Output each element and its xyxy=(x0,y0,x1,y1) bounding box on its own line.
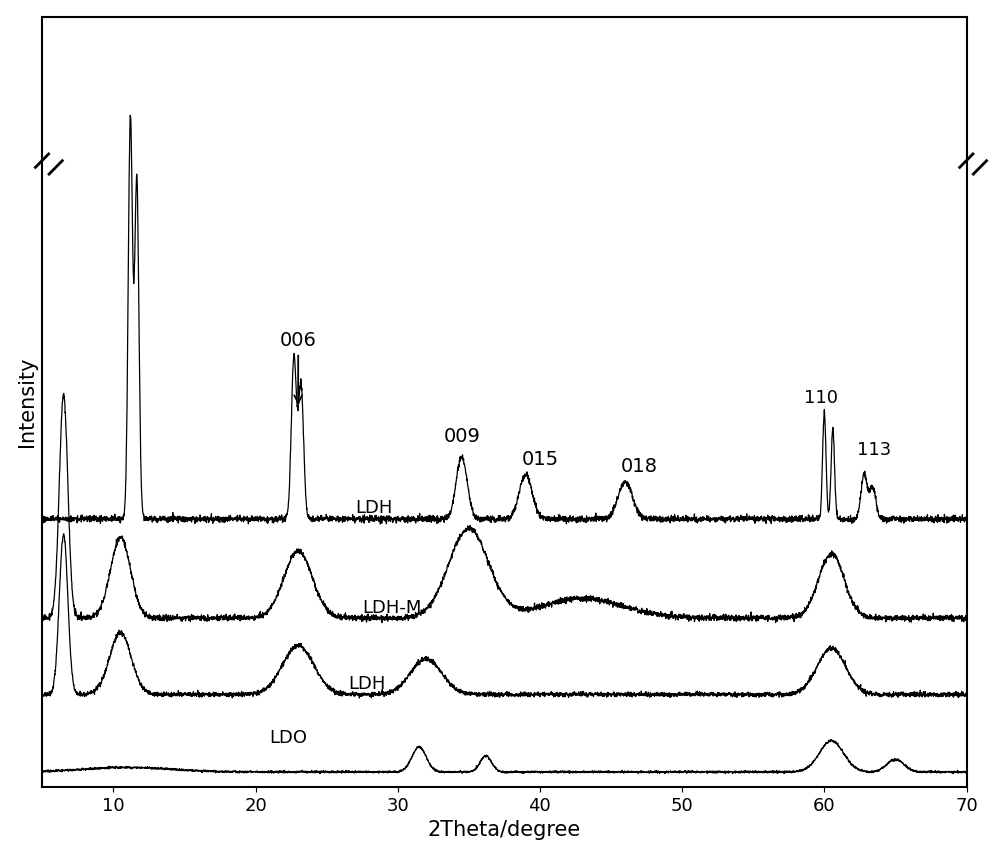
Text: 015: 015 xyxy=(521,450,558,469)
Text: 018: 018 xyxy=(621,458,658,476)
Text: b: b xyxy=(0,856,1,857)
X-axis label: 2Theta/degree: 2Theta/degree xyxy=(428,820,581,841)
Text: r: r xyxy=(0,856,1,857)
Text: LDH: LDH xyxy=(355,499,392,517)
Text: 006: 006 xyxy=(280,331,317,403)
Text: LDH-M: LDH-M xyxy=(362,599,422,617)
Text: 009: 009 xyxy=(443,427,480,446)
Text: LDH: LDH xyxy=(348,674,385,692)
Text: LDO: LDO xyxy=(270,729,308,747)
Y-axis label: Intensity: Intensity xyxy=(17,357,37,447)
Text: 113: 113 xyxy=(857,441,891,459)
Text: 110: 110 xyxy=(804,389,838,407)
